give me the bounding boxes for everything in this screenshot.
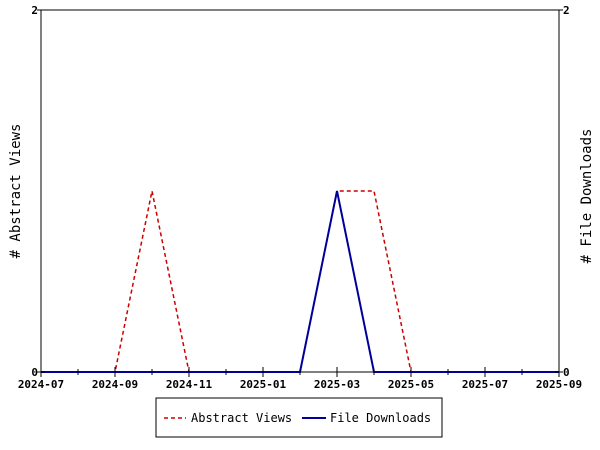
x-tick-label: 2025-07: [462, 378, 508, 391]
y-right-tick-label: 0: [563, 366, 570, 379]
x-tick-label: 2025-09: [536, 378, 582, 391]
x-tick-label: 2025-05: [388, 378, 434, 391]
x-tick-label: 2024-11: [166, 378, 213, 391]
y-axis-left-title: # Abstract Views: [8, 124, 24, 259]
y-axis-right-title: # File Downloads: [579, 129, 595, 264]
x-tick-label: 2025-01: [240, 378, 287, 391]
legend-label-abstract-views: Abstract Views: [191, 411, 292, 425]
y-left-tick-label: 2: [31, 4, 38, 17]
legend: Abstract Views File Downloads: [155, 397, 443, 438]
x-tick-label: 2025-03: [314, 378, 360, 391]
y-right-tick-label: 2: [563, 4, 570, 17]
axis-layer: 2024-07 2024-09 2024-11 2025-01 2025-03 2025-…: [18, 4, 582, 391]
y-left-tick-label: 0: [31, 366, 38, 379]
x-tick-label: 2024-07: [18, 378, 64, 391]
x-tick-label: 2024-09: [92, 378, 138, 391]
plot-area: [40, 9, 560, 373]
legend-box: [155, 397, 443, 438]
legend-label-file-downloads: File Downloads: [330, 411, 431, 425]
